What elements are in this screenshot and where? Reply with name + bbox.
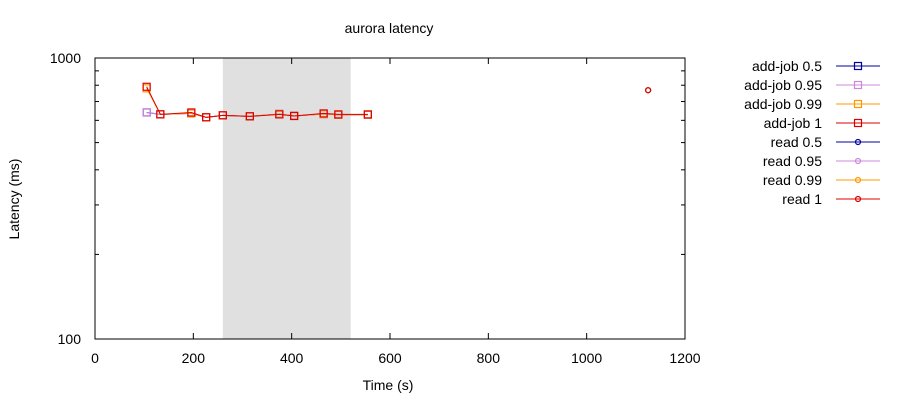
x-tick-label: 600 bbox=[378, 350, 402, 366]
legend-label: add-job 0.99 bbox=[744, 96, 822, 112]
series-add-job-1 bbox=[142, 82, 372, 122]
data-point bbox=[645, 87, 652, 94]
legend-marker bbox=[854, 176, 862, 184]
data-point bbox=[156, 110, 165, 119]
x-tick-label: 0 bbox=[91, 350, 99, 366]
x-tick-label: 1200 bbox=[669, 350, 700, 366]
x-tick-label: 800 bbox=[477, 350, 501, 366]
shaded-region bbox=[222, 58, 351, 339]
data-point bbox=[245, 112, 254, 121]
y-axis-label: Latency (ms) bbox=[6, 159, 22, 240]
legend-marker bbox=[854, 157, 862, 165]
legend-item: add-job 0.99 bbox=[744, 96, 880, 112]
data-point bbox=[319, 109, 328, 118]
y-tick-label: 1000 bbox=[50, 50, 81, 66]
data-point bbox=[363, 110, 372, 119]
chart-title: aurora latency bbox=[345, 20, 434, 36]
legend-marker bbox=[854, 195, 862, 203]
legend: add-job 0.5 add-job 0.95 add-job 0.99 add-j… bbox=[744, 58, 880, 207]
plot-frame bbox=[94, 57, 686, 340]
data-point bbox=[218, 111, 227, 120]
legend-label: read 0.99 bbox=[763, 172, 822, 188]
legend-item: read 0.99 bbox=[763, 172, 880, 188]
x-tick-label: 1000 bbox=[571, 350, 602, 366]
legend-label: read 0.95 bbox=[763, 153, 822, 169]
legend-label: add-job 0.5 bbox=[752, 58, 822, 74]
y-tick-label: 100 bbox=[58, 331, 82, 347]
data-point bbox=[142, 108, 151, 117]
data-point bbox=[187, 108, 196, 117]
legend-marker bbox=[853, 61, 863, 71]
legend-item: add-job 0.95 bbox=[744, 77, 880, 93]
legend-label: read 1 bbox=[782, 191, 822, 207]
legend-item: add-job 1 bbox=[764, 115, 880, 131]
legend-item: read 1 bbox=[782, 191, 880, 207]
x-tick-label: 200 bbox=[182, 350, 206, 366]
legend-label: add-job 0.95 bbox=[744, 77, 822, 93]
series-read-1 bbox=[645, 87, 652, 94]
data-point bbox=[290, 111, 299, 121]
series-line bbox=[146, 86, 368, 118]
legend-marker bbox=[853, 118, 863, 128]
x-axis-label: Time (s) bbox=[363, 377, 414, 393]
legend-label: add-job 1 bbox=[764, 115, 823, 131]
data-point bbox=[202, 113, 211, 122]
legend-item: read 0.5 bbox=[771, 134, 880, 150]
data-point bbox=[142, 82, 151, 91]
x-tick-label: 400 bbox=[280, 350, 304, 366]
legend-label: read 0.5 bbox=[771, 134, 823, 150]
legend-item: add-job 0.5 bbox=[752, 58, 880, 74]
data-point bbox=[275, 110, 284, 119]
data-point bbox=[334, 110, 343, 119]
legend-marker bbox=[853, 99, 863, 109]
legend-item: read 0.95 bbox=[763, 153, 880, 169]
legend-marker bbox=[854, 138, 862, 146]
legend-marker bbox=[853, 80, 863, 90]
